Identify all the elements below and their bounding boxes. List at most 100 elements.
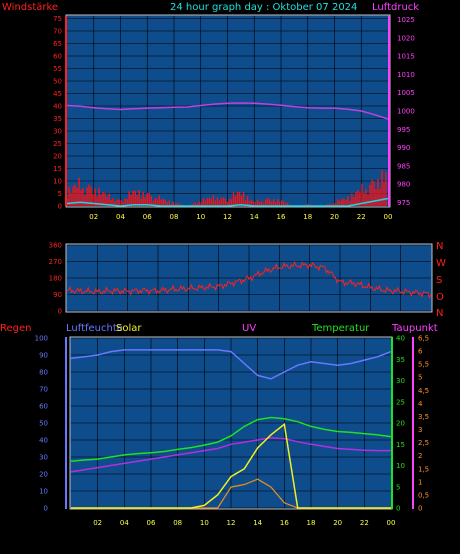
humidity-tick-label: 30 [39,454,48,462]
temperature-tick-label: 5 [396,483,400,491]
pressure-tick-label: 975 [397,199,410,207]
direction-tick-label: 270 [49,258,62,266]
wind-tick-label: 30 [53,128,62,136]
x-tick-label: 22 [357,213,366,221]
direction-grid [67,244,431,312]
uv-tick-label: 4 [418,400,423,408]
x-tick-label: 10 [200,519,209,527]
dewpoint-axis-label: Taupunkt [391,323,438,334]
solar-axis-label: Solar [116,323,142,334]
x-tick-label: 10 [196,213,205,221]
temperature-tick-label: 20 [396,420,405,428]
direction-tick-label: 180 [49,275,62,283]
humidity-axis-label: Luftfeuchte [66,323,123,334]
direction-ticks: 0 90 180 270 360 [49,242,62,316]
temperature-tick-label: 35 [396,356,405,364]
x-tick-label: 04 [116,213,125,221]
temperature-line [70,416,392,463]
uv-tick-label: 6 [418,348,423,356]
uv-tick-label: 0,5 [418,491,429,499]
uv-tick-label: 2,5 [418,439,429,447]
humidity-tick-label: 40 [39,437,48,445]
pressure-tick-label: 985 [397,162,410,170]
wind-tick-label: 20 [53,153,62,161]
uv-tick-label: 5 [418,374,422,382]
humidity-tick-label: 90 [39,352,48,360]
wind-tick-label: 0 [58,203,62,211]
uv-ticks: 0 0,5 1 1,5 2 2,5 3 3,5 4 4,5 5 5,5 6 6,5 [418,335,429,513]
wind-tick-label: 10 [53,178,62,186]
temperature-ticks: 0 5 10 15 20 25 30 35 40 [396,335,405,513]
humidity-tick-label: 0 [44,505,48,513]
wind-tick-label: 35 [53,115,62,123]
compass-n-bottom: N [436,308,443,319]
temperature-tick-label: 30 [396,377,405,385]
compass-labels: N W S O N [436,241,446,319]
pressure-tick-label: 1010 [397,71,415,79]
x-tick-label: 14 [253,519,262,527]
pressure-tick-label: 1015 [397,53,415,61]
wind-tick-label: 25 [53,140,62,148]
temperature-tick-label: 25 [396,398,405,406]
pressure-axis-label: Luftdruck [372,2,419,13]
x-tick-label: 12 [227,519,236,527]
direction-line [66,260,432,299]
uv-tick-label: 3,5 [418,413,429,421]
x-ticks-top: 02 04 06 08 10 12 14 16 18 20 22 00 [89,213,392,221]
uv-tick-label: 0 [418,505,422,513]
wind-tick-label: 60 [53,53,62,61]
wind-axis-label: Windstärke [2,2,58,13]
temperature-tick-label: 10 [396,462,405,470]
humidity-tick-label: 10 [39,488,48,496]
wind-tick-label: 50 [53,78,62,86]
uv-tick-label: 5,5 [418,361,429,369]
temperature-tick-label: 40 [396,335,405,343]
graph-title: 24 hour graph day : Oktober 07 2024 [170,2,357,13]
direction-tick-label: 90 [53,291,62,299]
temperature-tick-label: 15 [396,441,405,449]
wind-tick-label: 40 [53,103,62,111]
x-tick-label: 18 [303,213,312,221]
uv-axis-label: UV [242,323,256,334]
wind-tick-label: 65 [53,40,62,48]
humidity-tick-label: 20 [39,471,48,479]
uv-tick-label: 1 [418,478,422,486]
humidity-tick-label: 100 [35,335,48,343]
pressure-line [66,102,389,120]
pressure-tick-label: 980 [397,181,410,189]
x-tick-label: 16 [280,519,289,527]
direction-tick-label: 360 [49,242,62,250]
wind-tick-label: 5 [58,190,62,198]
uv-tick-label: 4,5 [418,387,429,395]
uv-tick-label: 3 [418,426,422,434]
wind-pressure-plot-area [65,14,391,208]
compass-n-top: N [436,241,443,252]
x-tick-label: 06 [143,213,152,221]
x-tick-label: 18 [307,519,316,527]
x-tick-label: 08 [173,519,182,527]
x-tick-label: 20 [333,519,342,527]
wind-average-line [66,197,389,207]
humidity-line [70,349,392,380]
x-tick-label: 08 [170,213,179,221]
x-tick-label: 22 [360,519,369,527]
wind-tick-label: 15 [53,165,62,173]
x-tick-label: 00 [384,213,393,221]
wind-tick-label: 55 [53,65,62,73]
compass-w: W [436,258,446,269]
x-tick-label: 06 [147,519,156,527]
pressure-tick-label: 1000 [397,108,415,116]
x-tick-label: 00 [387,519,396,527]
pressure-tick-label: 1025 [397,16,415,24]
pressure-tick-label: 995 [397,126,410,134]
compass-o: O [436,292,444,303]
temperature-axis-label: Temperatur [311,323,370,334]
x-tick-label: 12 [223,213,232,221]
x-tick-label: 02 [93,519,102,527]
x-tick-label: 20 [330,213,339,221]
humidity-tick-label: 60 [39,403,48,411]
x-tick-label: 02 [89,213,98,221]
wind-tick-label: 70 [53,28,62,36]
wind-ticks: 0 5 10 15 20 25 30 35 40 45 50 55 60 65 70 75 [53,15,62,211]
